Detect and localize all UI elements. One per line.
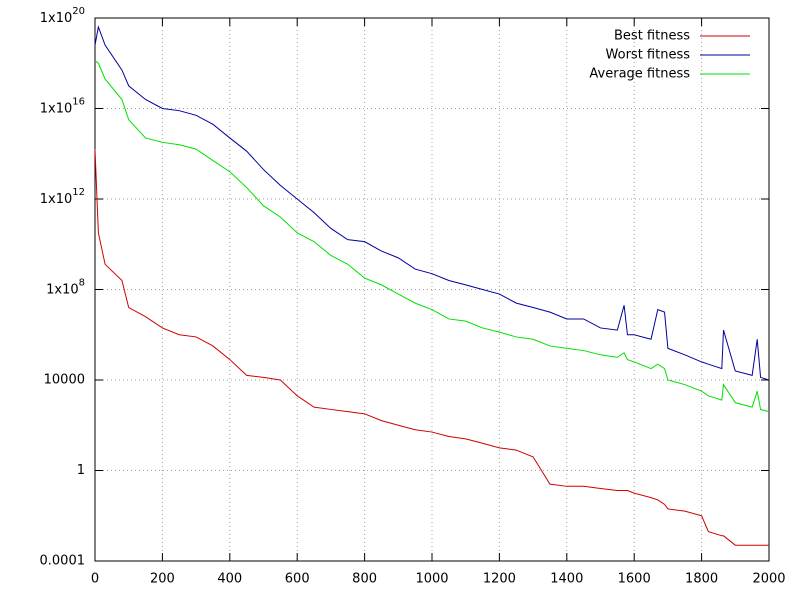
x-tick-label: 1400 <box>550 572 583 587</box>
y-tick-label: 10000 <box>44 373 85 388</box>
series-line <box>94 25 770 381</box>
x-tick-label: 1000 <box>415 572 448 587</box>
x-tick-label: 800 <box>352 572 377 587</box>
plot-border <box>94 17 770 562</box>
x-tick-label: 600 <box>285 572 310 587</box>
legend-label: Average fitness <box>589 67 690 82</box>
x-tick-label: 200 <box>150 572 175 587</box>
x-tick-label: 1200 <box>483 572 516 587</box>
y-tick-label: 1x1020 <box>40 6 85 26</box>
x-tick-label: 1800 <box>685 572 718 587</box>
series-line <box>94 60 770 413</box>
x-tick-label: 0 <box>91 572 99 587</box>
x-tick-label: 1600 <box>618 572 651 587</box>
x-tick-label: 2000 <box>752 572 785 587</box>
legend-label: Best fitness <box>614 29 690 44</box>
y-tick-label: 1x1012 <box>40 187 85 207</box>
y-tick-label: 1x1016 <box>40 97 85 117</box>
y-tick-label: 1 <box>77 463 85 478</box>
series-line <box>94 149 769 546</box>
x-tick-label: 400 <box>217 572 242 587</box>
y-tick-label: 1x108 <box>46 278 85 298</box>
legend-label: Worst fitness <box>606 48 691 63</box>
y-tick-label: 0.0001 <box>40 554 86 569</box>
